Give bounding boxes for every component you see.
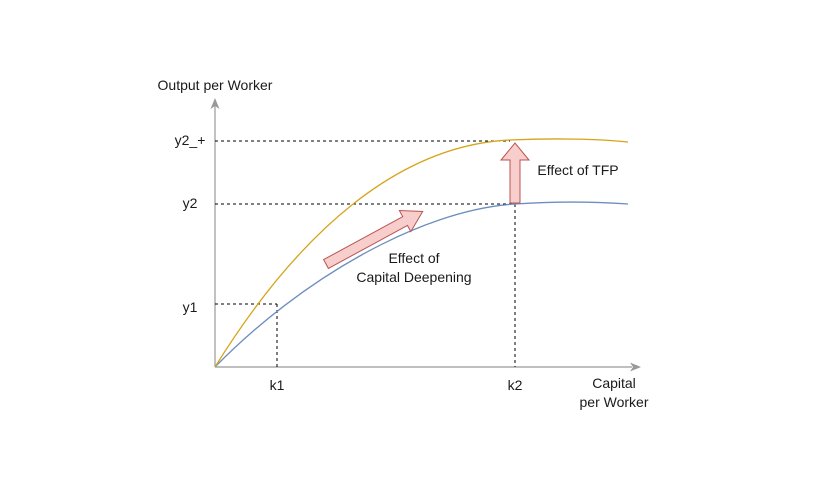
y-tick-y2-plus: y2_+ xyxy=(175,132,206,148)
y-axis-arrowhead-icon xyxy=(210,98,220,109)
x-axis-arrowhead-icon xyxy=(630,362,641,372)
capital-deepening-label-line2: Capital Deepening xyxy=(356,269,471,285)
dashed-guides xyxy=(215,140,516,367)
upper-production-curve xyxy=(214,138,629,368)
y-tick-y1: y1 xyxy=(183,299,198,315)
tfp-effect-arrow-icon xyxy=(499,142,531,204)
capital-deepening-arrow-icon xyxy=(322,209,424,270)
lower-production-curve xyxy=(214,201,629,368)
y-tick-y2: y2 xyxy=(183,195,198,211)
capital-deepening-label-line1: Effect of xyxy=(388,250,439,266)
x-axis-title-line2: per Worker xyxy=(580,394,649,410)
x-tick-k1: k1 xyxy=(270,377,285,393)
y-axis-title: Output per Worker xyxy=(158,77,273,93)
x-axis-title-line1: Capital xyxy=(592,375,636,391)
x-tick-k2: k2 xyxy=(508,377,523,393)
tfp-effect-label: Effect of TFP xyxy=(537,162,618,178)
